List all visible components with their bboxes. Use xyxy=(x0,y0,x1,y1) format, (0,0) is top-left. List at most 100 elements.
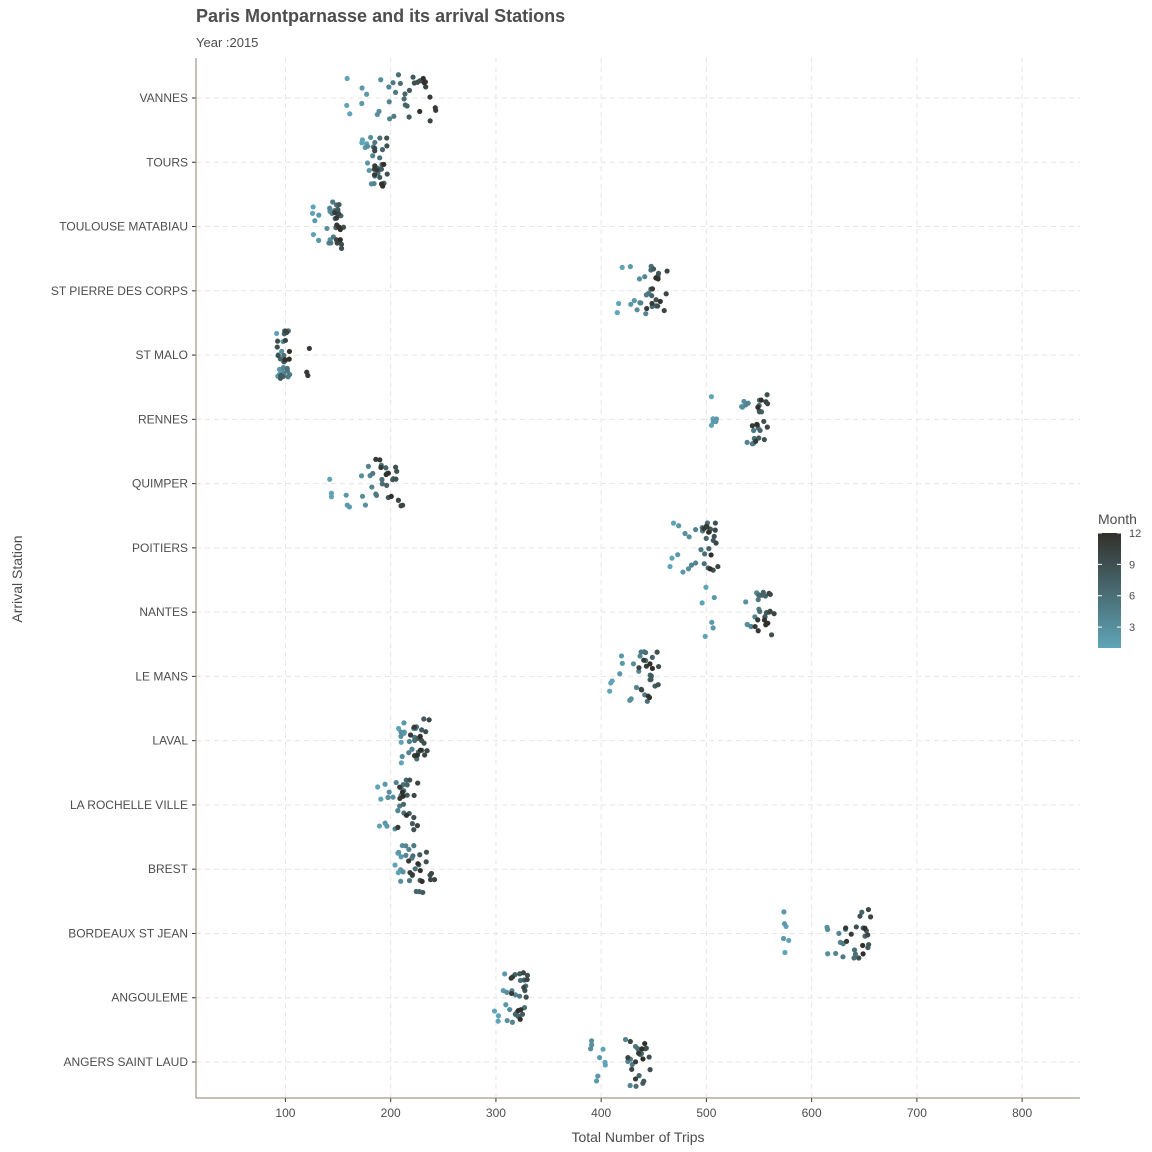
data-point xyxy=(417,867,423,874)
data-point xyxy=(422,752,428,758)
data-point xyxy=(504,1017,510,1024)
data-point xyxy=(642,274,648,280)
data-point xyxy=(517,977,524,984)
data-point xyxy=(636,1073,642,1079)
data-points xyxy=(274,72,874,1089)
y-tick-label: ANGOULEME xyxy=(111,991,188,1005)
data-point xyxy=(639,1046,645,1052)
data-point xyxy=(627,1038,633,1045)
data-point xyxy=(771,611,777,617)
data-point xyxy=(504,989,510,996)
data-point xyxy=(371,172,378,178)
data-point xyxy=(401,96,407,102)
data-point xyxy=(390,80,396,86)
data-point xyxy=(381,161,387,168)
data-point xyxy=(503,1002,509,1008)
data-point xyxy=(426,717,432,723)
data-point xyxy=(517,1016,523,1022)
data-point xyxy=(759,592,765,598)
data-point xyxy=(401,720,407,726)
x-tick-label: 600 xyxy=(802,1106,822,1120)
data-point xyxy=(757,427,763,434)
data-point xyxy=(379,147,386,153)
data-point xyxy=(654,649,660,655)
data-point xyxy=(358,473,365,479)
data-point xyxy=(412,866,418,872)
data-point xyxy=(860,942,866,949)
data-point xyxy=(406,858,412,864)
data-point xyxy=(384,143,390,149)
data-point xyxy=(423,849,430,855)
data-point xyxy=(865,906,872,913)
data-point xyxy=(596,1054,603,1061)
legend-tick-label: 12 xyxy=(1129,528,1141,540)
data-point xyxy=(682,530,688,537)
data-point xyxy=(279,348,285,354)
data-point xyxy=(368,134,374,141)
y-tick-label: LA ROCHELLE VILLE xyxy=(70,798,188,812)
data-point xyxy=(370,153,376,159)
data-point xyxy=(699,600,705,606)
data-point xyxy=(410,853,416,859)
data-point xyxy=(860,951,866,957)
data-point xyxy=(853,924,859,930)
data-point xyxy=(417,747,424,753)
data-point xyxy=(421,716,427,722)
y-tick-label: NANTES xyxy=(139,605,188,619)
data-point xyxy=(431,876,438,883)
data-point xyxy=(423,729,429,735)
data-point xyxy=(646,694,653,701)
data-point xyxy=(378,796,384,802)
data-point xyxy=(595,1073,601,1079)
data-point xyxy=(825,951,831,957)
data-point xyxy=(275,338,281,344)
data-point xyxy=(396,849,402,855)
data-point xyxy=(386,99,392,105)
data-point xyxy=(752,623,758,630)
x-tick-label: 800 xyxy=(1012,1106,1032,1120)
data-point xyxy=(432,105,438,111)
data-point xyxy=(428,870,435,877)
data-point xyxy=(676,523,682,529)
data-point xyxy=(406,878,413,884)
data-point xyxy=(636,1050,642,1056)
data-point xyxy=(843,938,850,944)
data-point xyxy=(833,950,839,957)
data-point xyxy=(370,470,376,477)
data-point xyxy=(371,180,377,187)
data-point xyxy=(306,345,312,352)
data-point xyxy=(395,824,401,830)
data-point xyxy=(388,493,394,500)
data-point xyxy=(761,617,768,623)
y-axis-label: Arrival Station xyxy=(9,535,25,622)
data-point xyxy=(421,80,427,86)
data-point xyxy=(398,878,404,884)
data-point xyxy=(344,102,350,109)
data-point xyxy=(670,520,677,526)
data-point xyxy=(706,529,712,535)
data-point xyxy=(398,733,404,739)
data-point xyxy=(378,464,384,471)
data-point xyxy=(851,955,857,961)
data-point xyxy=(655,276,661,282)
data-point xyxy=(373,492,380,499)
data-point xyxy=(359,493,366,499)
data-point xyxy=(669,555,675,561)
data-point xyxy=(524,972,531,978)
data-point xyxy=(701,561,707,567)
y-tick-label: RENNES xyxy=(138,412,188,426)
data-point xyxy=(491,1008,498,1014)
data-point xyxy=(614,310,620,316)
data-point xyxy=(424,748,430,754)
data-point xyxy=(631,298,637,304)
data-point xyxy=(632,1076,639,1082)
data-point xyxy=(851,947,858,953)
data-point xyxy=(278,372,284,379)
data-point xyxy=(407,869,413,876)
y-tick-label: ST MALO xyxy=(136,348,188,362)
data-point xyxy=(517,993,523,999)
x-tick-label: 400 xyxy=(591,1106,611,1120)
data-point xyxy=(406,738,412,745)
data-point xyxy=(393,779,399,786)
data-point xyxy=(377,457,383,463)
